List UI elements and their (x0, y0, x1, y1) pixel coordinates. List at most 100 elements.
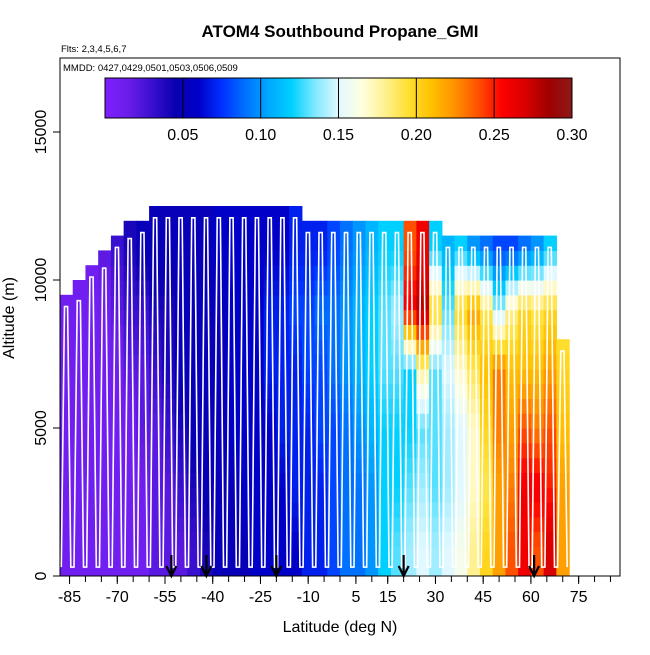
heatmap-cell (378, 383, 392, 399)
heatmap-cell (200, 354, 214, 370)
heatmap-cell (250, 383, 265, 399)
heatmap-cell (238, 265, 252, 281)
x-tick-label: 5 (351, 589, 360, 606)
heatmap-cell (123, 354, 137, 370)
heatmap-cell (454, 339, 468, 355)
heatmap-cell (174, 368, 188, 385)
heatmap-cell (225, 250, 239, 266)
heatmap-cell (403, 235, 417, 251)
heatmap-cell (441, 324, 456, 340)
heatmap-cell (301, 220, 316, 237)
heatmap-cell (530, 398, 545, 414)
heatmap-cell (441, 339, 456, 355)
heatmap-cell (72, 368, 87, 385)
heatmap-cell (492, 250, 507, 266)
heatmap-cell (480, 250, 494, 266)
heatmap-cell (441, 354, 456, 370)
heatmap-layer (60, 206, 570, 576)
heatmap-cell (98, 324, 112, 340)
heatmap-cell (161, 235, 176, 251)
heatmap-cell (110, 324, 125, 340)
heatmap-cell (263, 309, 277, 325)
heatmap-cell (289, 265, 303, 281)
heatmap-cell (505, 398, 519, 414)
heatmap-cell (276, 280, 290, 296)
heatmap-cell (289, 368, 303, 385)
heatmap-cell (225, 368, 239, 385)
colorbar-tick-label: 0.05 (167, 127, 198, 144)
heatmap-cell (85, 265, 99, 281)
heatmap-cell (340, 294, 354, 311)
heatmap-cell (110, 309, 125, 325)
heatmap-cell (212, 368, 227, 385)
heatmap-cell (250, 309, 265, 325)
heatmap-cell (200, 250, 214, 266)
heatmap-cell (480, 354, 494, 370)
heatmap-cell (403, 250, 417, 266)
heatmap-cell (161, 220, 176, 237)
colorbar: 0.05 0.10 0.15 0.20 0.25 0.30 (104, 77, 588, 144)
heatmap-cell (212, 220, 227, 237)
heatmap-cell (390, 220, 405, 237)
heatmap-cell (187, 339, 201, 355)
heatmap-cell (454, 265, 468, 281)
heatmap-cell (378, 339, 392, 355)
heatmap-cell (174, 220, 188, 237)
heatmap-cell (187, 309, 201, 325)
heatmap-cell (467, 354, 481, 370)
heatmap-cell (441, 309, 456, 325)
heatmap-cell (200, 220, 214, 237)
heatmap-cell (530, 354, 545, 370)
heatmap-cell (530, 309, 545, 325)
heatmap-cell (212, 324, 227, 340)
heatmap-cell (416, 235, 430, 251)
heatmap-cell (238, 368, 252, 385)
heatmap-cell (543, 294, 557, 311)
heatmap-cell (314, 309, 328, 325)
heatmap-cell (429, 383, 443, 399)
heatmap-cell (467, 265, 481, 281)
heatmap-cell (543, 561, 557, 576)
heatmap-cell (467, 339, 481, 355)
colorbar-tick-label: 0.10 (245, 127, 276, 144)
heatmap-cell (238, 235, 252, 251)
heatmap-cell (200, 309, 214, 325)
heatmap-cell (98, 383, 112, 399)
heatmap-cell (98, 250, 112, 266)
heatmap-cell (289, 250, 303, 266)
heatmap-cell (136, 368, 150, 385)
heatmap-cell (174, 561, 188, 576)
heatmap-cell (200, 206, 214, 222)
heatmap-cell (60, 309, 74, 325)
heatmap-cell (98, 309, 112, 325)
heatmap-cell (200, 265, 214, 281)
heatmap-cell (416, 368, 430, 385)
heatmap-cell (110, 368, 125, 385)
heatmap-cell (530, 235, 545, 251)
heatmap-cell (327, 235, 341, 251)
heatmap-cell (480, 339, 494, 355)
heatmap-cell (480, 368, 494, 385)
heatmap-cell (467, 235, 481, 251)
heatmap-cell (352, 265, 367, 281)
heatmap-cell (518, 235, 532, 251)
heatmap-cell (174, 206, 188, 222)
heatmap-cell (352, 280, 367, 296)
heatmap-cell (556, 561, 570, 576)
heatmap-cell (161, 324, 176, 340)
heatmap-cell (187, 206, 201, 222)
heatmap-cell (543, 398, 557, 414)
y-tick-label: 5000 (33, 410, 50, 446)
heatmap-cell (301, 250, 316, 266)
heatmap-cell (149, 280, 163, 296)
heatmap-cell (72, 309, 87, 325)
heatmap-cell (212, 265, 227, 281)
heatmap-cell (365, 280, 379, 296)
heatmap-cell (225, 383, 239, 399)
heatmap-cell (505, 265, 519, 281)
heatmap-cell (149, 206, 163, 222)
heatmap-cell (454, 398, 468, 414)
heatmap-cell (429, 309, 443, 325)
heatmap-cell (85, 398, 99, 414)
heatmap-cell (276, 220, 290, 237)
